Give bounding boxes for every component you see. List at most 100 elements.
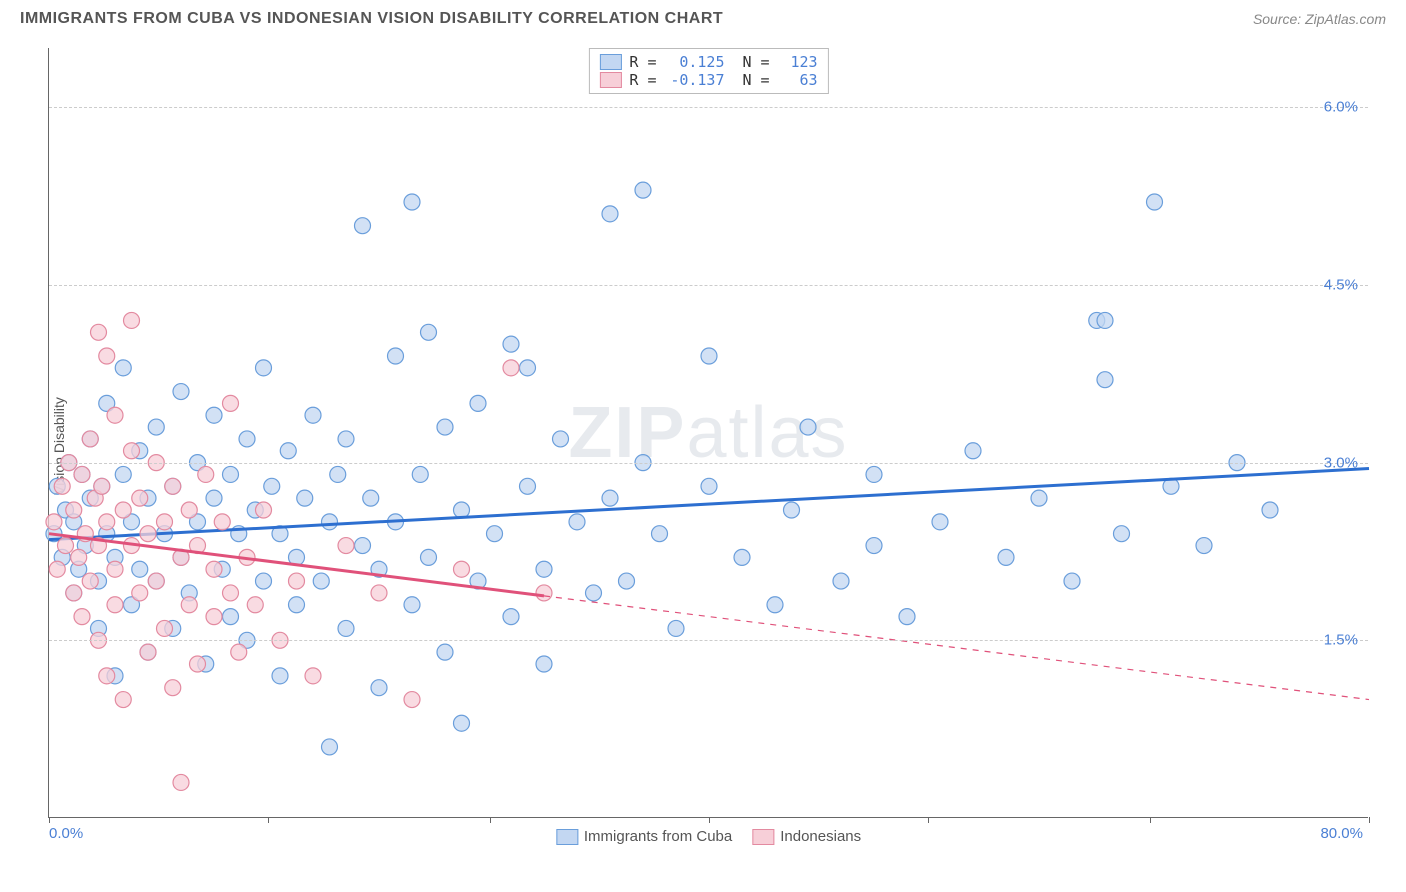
data-point <box>206 490 222 506</box>
data-point <box>454 561 470 577</box>
data-point <box>181 502 197 518</box>
data-point <box>124 312 140 328</box>
data-point <box>652 526 668 542</box>
data-point <box>404 597 420 613</box>
data-point <box>148 419 164 435</box>
data-point <box>107 561 123 577</box>
data-point <box>487 526 503 542</box>
data-point <box>437 644 453 660</box>
x-tick-mark <box>268 817 269 823</box>
gridline <box>49 285 1368 286</box>
data-point <box>404 194 420 210</box>
gridline <box>49 107 1368 108</box>
data-point <box>503 336 519 352</box>
data-point <box>280 443 296 459</box>
data-point <box>132 585 148 601</box>
data-point <box>866 538 882 554</box>
data-point <box>223 585 239 601</box>
data-point <box>66 502 82 518</box>
data-point <box>1064 573 1080 589</box>
regression-line-extrapolated <box>544 596 1369 700</box>
data-point <box>536 656 552 672</box>
data-point <box>437 419 453 435</box>
legend-swatch <box>599 72 621 88</box>
legend-r-value: -0.137 <box>665 71 725 89</box>
data-point <box>619 573 635 589</box>
data-point <box>363 490 379 506</box>
data-point <box>1114 526 1130 542</box>
legend-n-value: 123 <box>778 53 818 71</box>
data-point <box>91 324 107 340</box>
data-point <box>223 609 239 625</box>
x-tick-label: 0.0% <box>49 825 83 842</box>
gridline <box>49 640 1368 641</box>
data-point <box>148 573 164 589</box>
data-point <box>412 466 428 482</box>
data-point <box>74 609 90 625</box>
data-point <box>536 585 552 601</box>
data-point <box>635 182 651 198</box>
data-point <box>454 502 470 518</box>
data-point <box>272 668 288 684</box>
data-point <box>1196 538 1212 554</box>
data-point <box>602 490 618 506</box>
data-point <box>602 206 618 222</box>
x-tick-mark <box>49 817 50 823</box>
data-point <box>503 360 519 376</box>
data-point <box>124 443 140 459</box>
data-point <box>206 609 222 625</box>
data-point <box>322 514 338 530</box>
data-point <box>767 597 783 613</box>
data-point <box>784 502 800 518</box>
data-point <box>115 502 131 518</box>
data-point <box>71 549 87 565</box>
data-point <box>1147 194 1163 210</box>
data-point <box>157 514 173 530</box>
data-point <box>1097 312 1113 328</box>
data-point <box>107 597 123 613</box>
data-point <box>46 514 62 530</box>
data-point <box>223 395 239 411</box>
legend-r-label: R = <box>629 53 656 71</box>
data-point <box>206 561 222 577</box>
data-point <box>553 431 569 447</box>
data-point <box>998 549 1014 565</box>
data-point <box>173 384 189 400</box>
legend-swatch <box>556 829 578 845</box>
data-point <box>94 478 110 494</box>
legend-n-label: N = <box>743 53 770 71</box>
chart-plot-area: ZIPatlas R =0.125N =123R =-0.137N =63 Im… <box>48 48 1368 818</box>
data-point <box>54 478 70 494</box>
data-point <box>833 573 849 589</box>
data-point <box>355 218 371 234</box>
data-point <box>421 324 437 340</box>
data-point <box>58 538 74 554</box>
legend-stat-row: R =-0.137N =63 <box>599 71 817 89</box>
data-point <box>355 538 371 554</box>
data-point <box>99 514 115 530</box>
data-point <box>82 431 98 447</box>
y-tick-label: 3.0% <box>1324 454 1358 471</box>
data-point <box>223 466 239 482</box>
data-point <box>322 739 338 755</box>
data-point <box>932 514 948 530</box>
chart-header: IMMIGRANTS FROM CUBA VS INDONESIAN VISIO… <box>0 0 1406 33</box>
legend-n-value: 63 <box>778 71 818 89</box>
data-point <box>239 431 255 447</box>
data-point <box>181 597 197 613</box>
data-point <box>115 360 131 376</box>
data-point <box>247 597 263 613</box>
data-point <box>140 644 156 660</box>
data-point <box>313 573 329 589</box>
x-tick-mark <box>709 817 710 823</box>
legend-swatch <box>752 829 774 845</box>
data-point <box>520 478 536 494</box>
data-point <box>338 620 354 636</box>
data-point <box>800 419 816 435</box>
x-tick-label: 80.0% <box>1320 825 1363 842</box>
data-point <box>734 549 750 565</box>
data-point <box>701 348 717 364</box>
data-point <box>82 573 98 589</box>
data-point <box>256 502 272 518</box>
legend-series-item: Indonesians <box>752 828 861 845</box>
